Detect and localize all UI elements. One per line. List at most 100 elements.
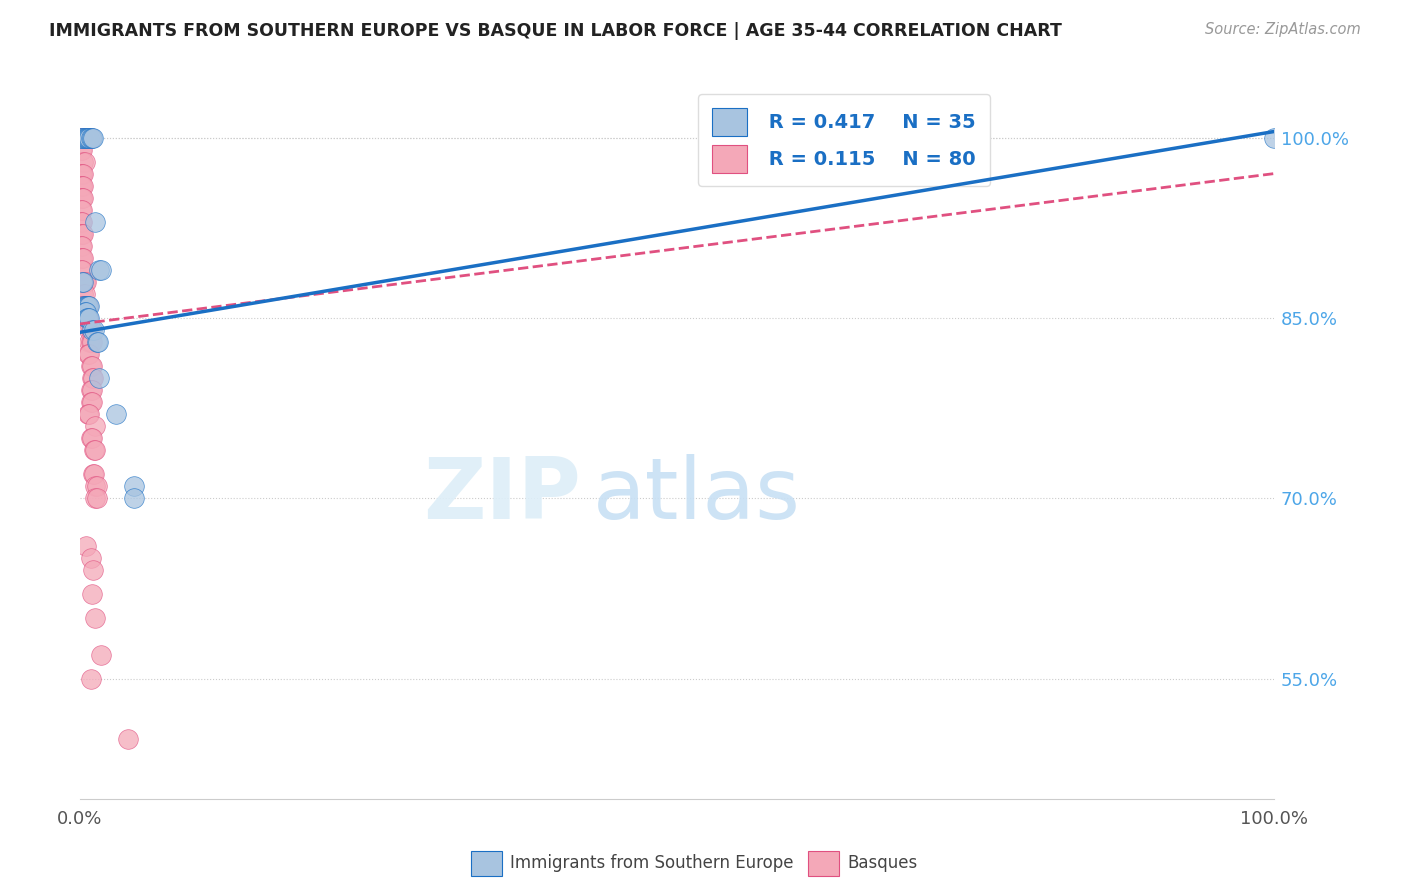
Point [87, 371, 110, 385]
Point [72, 275, 94, 289]
Point [72, 239, 94, 253]
Point [72, 178, 94, 193]
Point [75, 130, 97, 145]
Text: Basques: Basques [848, 855, 918, 872]
Point [84, 419, 107, 434]
Point [84, 443, 107, 458]
Point [83, 443, 105, 458]
Point [79, 310, 101, 325]
Point [76, 310, 98, 325]
Point [79, 130, 101, 145]
Point [77, 347, 100, 361]
Point [75, 299, 97, 313]
Point [75, 539, 97, 553]
Point [70, 130, 93, 145]
Point [79, 334, 101, 349]
Point [72, 191, 94, 205]
Point [72, 130, 94, 145]
Point [104, 407, 127, 421]
Point [80, 130, 103, 145]
Point [79, 407, 101, 421]
Point [79, 347, 101, 361]
Point [80, 334, 103, 349]
Point [80, 431, 103, 445]
Point [72, 167, 94, 181]
Point [75, 275, 97, 289]
Point [80, 323, 103, 337]
Point [73, 130, 96, 145]
Point [72, 130, 94, 145]
Point [75, 299, 97, 313]
Point [72, 227, 94, 241]
Point [79, 359, 101, 373]
Point [73, 154, 96, 169]
Point [70, 143, 93, 157]
Point [72, 167, 94, 181]
Point [80, 587, 103, 601]
Point [122, 479, 145, 493]
Point [77, 407, 100, 421]
Point [84, 479, 107, 493]
Point [122, 491, 145, 506]
Point [77, 130, 100, 145]
Point [75, 305, 97, 319]
Point [82, 467, 104, 482]
Point [79, 323, 101, 337]
Point [72, 130, 94, 145]
Point [77, 310, 100, 325]
Point [70, 167, 93, 181]
Point [70, 262, 93, 277]
Point [1263, 130, 1285, 145]
Point [79, 130, 101, 145]
Point [77, 299, 100, 313]
Point [73, 299, 96, 313]
Point [79, 334, 101, 349]
Point [70, 130, 93, 145]
Point [70, 251, 93, 265]
Point [82, 563, 104, 577]
Point [73, 299, 96, 313]
Text: atlas: atlas [593, 454, 801, 537]
Point [75, 130, 97, 145]
Point [77, 299, 100, 313]
Point [70, 227, 93, 241]
Point [73, 305, 96, 319]
Point [77, 130, 100, 145]
Point [80, 371, 103, 385]
Point [80, 383, 103, 397]
Point [79, 431, 101, 445]
Point [76, 299, 98, 313]
Point [76, 310, 98, 325]
Text: IMMIGRANTS FROM SOUTHERN EUROPE VS BASQUE IN LABOR FORCE | AGE 35-44 CORRELATION: IMMIGRANTS FROM SOUTHERN EUROPE VS BASQU… [49, 22, 1062, 40]
Point [72, 251, 94, 265]
Text: Immigrants from Southern Europe: Immigrants from Southern Europe [510, 855, 794, 872]
Point [72, 178, 94, 193]
Text: ZIP: ZIP [423, 454, 581, 537]
Point [86, 334, 108, 349]
Point [79, 672, 101, 686]
Point [75, 305, 97, 319]
Point [90, 648, 112, 662]
Point [79, 395, 101, 409]
Point [72, 286, 94, 301]
Point [79, 299, 101, 313]
Point [73, 130, 96, 145]
Point [72, 130, 94, 145]
Point [72, 215, 94, 229]
Point [72, 305, 94, 319]
Text: Source: ZipAtlas.com: Source: ZipAtlas.com [1205, 22, 1361, 37]
Point [83, 323, 105, 337]
Point [87, 334, 110, 349]
Point [79, 130, 101, 145]
Point [73, 286, 96, 301]
Point [72, 202, 94, 217]
Point [70, 215, 93, 229]
Point [70, 202, 93, 217]
Point [76, 130, 98, 145]
Point [79, 383, 101, 397]
Point [80, 395, 103, 409]
Point [79, 551, 101, 566]
Point [70, 191, 93, 205]
Point [72, 275, 94, 289]
Point [80, 359, 103, 373]
